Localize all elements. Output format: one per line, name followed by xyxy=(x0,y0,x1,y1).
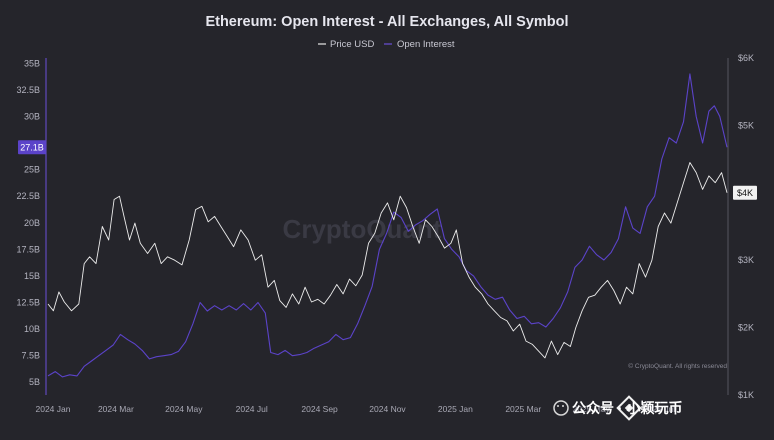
x-tick-label: 2024 May xyxy=(165,404,203,414)
price-current-label: $4K xyxy=(737,188,753,198)
y-right-ticks: $6K $5K $3K $2K $1K xyxy=(738,53,754,400)
y-left-tick-label: 7.5B xyxy=(21,351,40,361)
x-tick-label: 2024 Jan xyxy=(36,404,71,414)
y-left-tick-label: 30B xyxy=(24,111,40,121)
series-line-price-usd xyxy=(47,162,728,359)
x-tick-label: 2025 Jul xyxy=(643,404,675,414)
y-right-tick-label: $6K xyxy=(738,53,754,63)
y-right-tick-label: $2K xyxy=(738,323,754,333)
price-current-badge xyxy=(733,185,757,200)
y-left-tick-label: 12.5B xyxy=(16,298,40,308)
copyright-text: © CryptoQuant. All rights reserved xyxy=(628,362,727,370)
series-layer xyxy=(47,73,728,378)
legend-label-price[interactable]: Price USD xyxy=(330,39,374,50)
y-left-tick-label: 22.5B xyxy=(16,191,40,201)
y-left-tick-label: 20B xyxy=(24,218,40,228)
legend-label-open-interest[interactable]: Open Interest xyxy=(397,39,455,50)
x-tick-label: 2025 Jan xyxy=(438,404,473,414)
x-ticks: 2024 Jan 2024 Mar 2024 May 2024 Jul 2024 Sep… xyxy=(36,404,676,414)
y-right-tick-label: $3K xyxy=(738,255,754,265)
x-tick-label: 2024 Sep xyxy=(301,404,338,414)
y-left-tick-label: 15B xyxy=(24,271,40,281)
watermark-cryptoquant: CryptoQuant xyxy=(283,214,442,244)
wechat-account-name: 公众号 · 小颖玩币 xyxy=(572,400,682,416)
y-left-tick-label: 25B xyxy=(24,165,40,175)
wechat-icon-eye-left xyxy=(557,405,559,407)
x-tick-label: 2025 Mar xyxy=(505,404,541,414)
y-left-tick-label: 5B xyxy=(29,377,40,387)
x-tick-label: 2025 May xyxy=(573,404,611,414)
y-left-tick-label: 10B xyxy=(24,324,40,334)
chart-title: Ethereum: Open Interest - All Exchanges,… xyxy=(205,14,568,30)
x-tick-label: 2024 Jul xyxy=(236,404,268,414)
y-left-ticks: 35B 32.5B 30B 25B 22.5B 20B 17.5B 15B 12.5B 10B 7.… xyxy=(16,58,40,387)
y-left-tick-label: 17.5B xyxy=(16,244,40,254)
wechat-icon xyxy=(553,400,569,416)
series-line-open-interest xyxy=(47,73,728,378)
x-tick-label: 2024 Nov xyxy=(369,404,406,414)
legend: Price USD Open Interest xyxy=(318,39,455,50)
open-interest-current-badge xyxy=(18,140,46,155)
open-interest-current-label: 27.1B xyxy=(20,142,44,152)
x-tick-label: 2024 Mar xyxy=(98,404,134,414)
wechat-icon-eye-right xyxy=(562,405,564,407)
y-left-tick-label: 35B xyxy=(24,58,40,68)
wechat-watermark: 公众号 · 小颖玩币 xyxy=(553,395,682,421)
y-right-tick-label: $1K xyxy=(738,390,754,400)
current-value-badges: 27.1B $4K xyxy=(18,140,757,200)
y-right-tick-label: $5K xyxy=(738,120,754,130)
y-left-tick-label: 32.5B xyxy=(16,85,40,95)
